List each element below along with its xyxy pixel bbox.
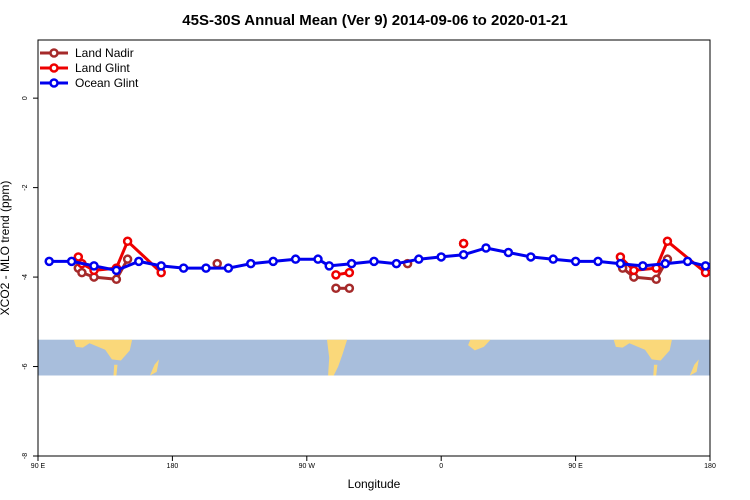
series	[44, 243, 710, 276]
data-point	[290, 254, 301, 264]
legend-swatch-marker	[49, 63, 59, 73]
data-point	[178, 263, 189, 273]
land-shape	[73, 339, 133, 361]
series-layer	[44, 236, 710, 294]
data-point	[134, 256, 144, 267]
data-point	[660, 258, 670, 269]
x-tick-label: 180	[704, 463, 716, 470]
data-point	[344, 267, 355, 278]
x-axis-label: Longitude	[348, 477, 401, 491]
x-tick-label: 90 E	[31, 463, 46, 470]
data-point	[44, 256, 54, 267]
land-shape	[468, 339, 491, 351]
land-shape	[150, 359, 159, 376]
data-point	[436, 252, 446, 262]
data-point	[201, 263, 211, 273]
x-tick-label: 0	[439, 463, 443, 470]
data-point	[458, 249, 469, 260]
data-point	[212, 258, 222, 269]
legend-swatch-marker	[49, 48, 59, 58]
data-point	[629, 265, 639, 276]
data-point	[651, 274, 661, 285]
data-point	[344, 283, 355, 294]
data-point	[391, 258, 402, 269]
data-point	[503, 247, 514, 258]
data-point	[246, 258, 256, 269]
series	[73, 236, 710, 280]
data-point	[662, 236, 673, 247]
land-shape	[613, 339, 672, 361]
data-point	[268, 256, 278, 267]
data-point	[682, 256, 693, 267]
legend-label: Ocean Glint	[75, 76, 139, 90]
data-point	[66, 256, 77, 267]
data-point	[593, 256, 603, 267]
data-point	[77, 267, 87, 278]
data-point	[570, 256, 581, 267]
data-point	[369, 256, 379, 267]
x-tick-label: 90 E	[568, 463, 583, 470]
data-point	[73, 252, 84, 262]
land-shape	[689, 359, 699, 376]
data-point	[638, 261, 648, 271]
legend-swatch-marker	[49, 78, 59, 88]
chart-title: 45S-30S Annual Mean (Ver 9) 2014-09-06 t…	[182, 12, 567, 29]
legend-label: Land Nadir	[75, 46, 134, 60]
data-point	[331, 283, 341, 294]
data-point	[313, 254, 323, 264]
data-point	[89, 261, 99, 271]
data-point	[346, 258, 357, 269]
data-point	[324, 261, 334, 271]
x-tick-label: 180	[167, 463, 179, 470]
land-shape	[113, 364, 118, 376]
y-axis: 0 -2 -4 -6 -8	[22, 96, 38, 459]
x-tick-label: 90 W	[299, 463, 316, 470]
data-point	[122, 254, 133, 264]
data-point	[111, 265, 122, 276]
data-point	[700, 261, 710, 271]
data-point	[331, 270, 341, 280]
data-point	[156, 261, 166, 271]
y-tick-label: 0	[22, 96, 29, 100]
map-band-ocean	[38, 339, 710, 376]
land-shape	[653, 364, 658, 376]
series-line	[621, 258, 669, 281]
data-point	[414, 254, 424, 264]
y-tick-label: -4	[22, 274, 29, 280]
data-point	[223, 263, 234, 273]
data-point	[111, 274, 122, 285]
x-axis: 90 E 180 90 W 0 90 E 180	[31, 456, 716, 470]
plot-frame	[37, 39, 711, 457]
y-tick-label: -2	[22, 184, 29, 190]
land-shape	[327, 339, 348, 376]
legend-label: Land Glint	[75, 61, 130, 75]
data-point	[481, 243, 491, 253]
data-point	[458, 238, 469, 249]
map-band	[38, 339, 710, 376]
y-axis-label: XCO2 - MLO trend (ppm)	[0, 181, 12, 316]
y-tick-label: -6	[22, 363, 29, 369]
data-point	[526, 252, 536, 262]
y-tick-label: -8	[22, 453, 29, 459]
data-point	[548, 254, 558, 264]
data-point	[615, 258, 626, 269]
data-point	[122, 236, 133, 247]
